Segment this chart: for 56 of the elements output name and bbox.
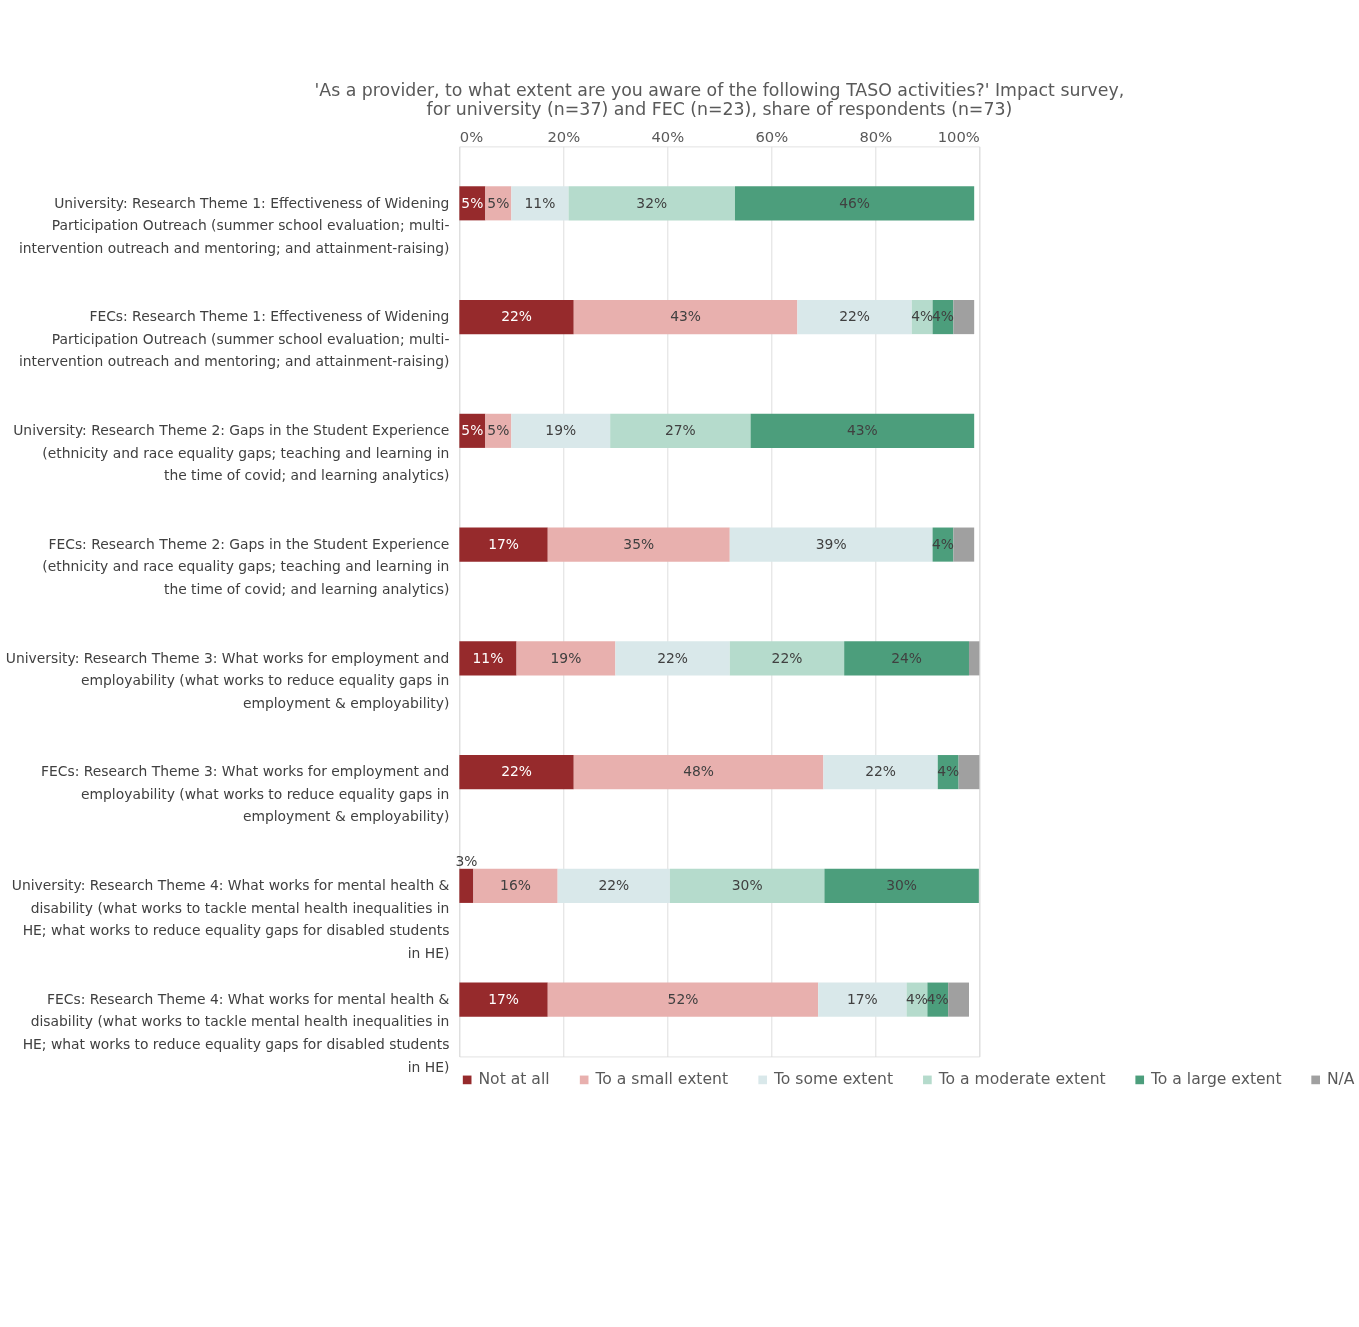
legend-label: Not at all	[478, 1070, 550, 1089]
data-label: 22%	[839, 308, 870, 325]
x-tick-label: 0%	[459, 127, 484, 145]
y-tick-label: University: Research Theme 3: What works for employment and employability (what works to reduce equality gaps in employment & employability)	[5, 649, 450, 711]
data-label: 11%	[472, 649, 504, 666]
data-label: 17%	[846, 990, 878, 1007]
y-tick-label: FECs: Research Theme 3: What works for employment and employability (what works to reduce equality gaps in employment & employability)	[41, 763, 450, 825]
data-label: 16%	[500, 877, 531, 894]
data-label: 30%	[731, 877, 763, 894]
data-label: 5%	[461, 194, 484, 211]
data-label: 22%	[501, 308, 532, 325]
data-label: 35%	[623, 535, 655, 552]
data-label: 19%	[550, 649, 582, 666]
data-label: 5%	[461, 422, 484, 439]
data-label: 5%	[487, 194, 510, 211]
data-label: 22%	[598, 877, 630, 894]
data-label: 22%	[865, 763, 896, 780]
y-tick-label: FECs: Research Theme 1: Effectiveness of Widening Participation Outreach (summer school evaluation; multi-intervention outreach and mentoring; and attainment-raising)	[18, 308, 450, 370]
y-tick-label: University: Research Theme 2: Gaps in the Student Experience (ethnicity and race equality gaps; teaching and learning in the time of covid; and learning analytics)	[13, 422, 450, 484]
x-tick-label: 40%	[651, 127, 685, 145]
y-tick-label: University: Research Theme 4: What works for mental health & disability (what works to tackle mental health inequalities in HE; what works to reduce equality gaps for disabled students in HE)	[11, 877, 450, 961]
data-label: 11%	[524, 194, 556, 211]
data-label: 19%	[545, 422, 577, 439]
data-label: 5%	[487, 422, 510, 439]
x-tick-label: 60%	[755, 127, 789, 145]
data-label: 39%	[815, 535, 847, 552]
data-label: 30%	[886, 877, 918, 894]
data-label: 43%	[670, 308, 701, 325]
legend-label: To a small extent	[594, 1070, 729, 1089]
data-label: 48%	[683, 763, 714, 780]
y-tick-label: FECs: Research Theme 2: Gaps in the Student Experience (ethnicity and race equality gaps; teaching and learning in the time of covid; and learning analytics)	[42, 535, 450, 597]
x-tick-label: 80%	[859, 127, 893, 145]
chart-title: 'As a provider, to what extent are you aware of the following TASO activities?' Impact survey, for university (n=37) and FEC (n=23), share of respondents (n=73)	[314, 80, 1125, 120]
legend-label: To a large extent	[1149, 1070, 1282, 1089]
data-label: 27%	[664, 422, 696, 439]
data-label: 17%	[488, 990, 519, 1007]
data-label: 22%	[771, 649, 803, 666]
data-label: 46%	[839, 194, 870, 211]
x-tick-label: 20%	[547, 127, 581, 145]
data-label: 32%	[636, 194, 668, 211]
data-label: 3%	[455, 852, 478, 869]
legend-label: N/A	[1326, 1070, 1355, 1089]
data-label: 52%	[667, 990, 699, 1007]
data-label: 4%	[905, 990, 928, 1007]
data-label: 4%	[926, 990, 949, 1007]
legend-label: To a moderate extent	[937, 1070, 1106, 1089]
data-label: 22%	[501, 763, 532, 780]
data-label: 24%	[891, 649, 922, 666]
data-label: 17%	[488, 535, 519, 552]
y-tick-label: FECs: Research Theme 4: What works for mental health & disability (what works to tackle mental health inequalities in HE; what works to reduce equality gaps for disabled students in HE)	[22, 990, 450, 1075]
data-label: 4%	[911, 308, 934, 325]
data-label: 22%	[657, 649, 688, 666]
y-tick-label: University: Research Theme 1: Effectiveness of Widening Participation Outreach (summer school evaluation; multi-intervention outreach and mentoring; and attainment-raising)	[18, 194, 450, 256]
legend-label: To some extent	[772, 1070, 893, 1089]
data-label: 43%	[846, 422, 878, 439]
x-tick-label: 100%	[937, 127, 980, 145]
